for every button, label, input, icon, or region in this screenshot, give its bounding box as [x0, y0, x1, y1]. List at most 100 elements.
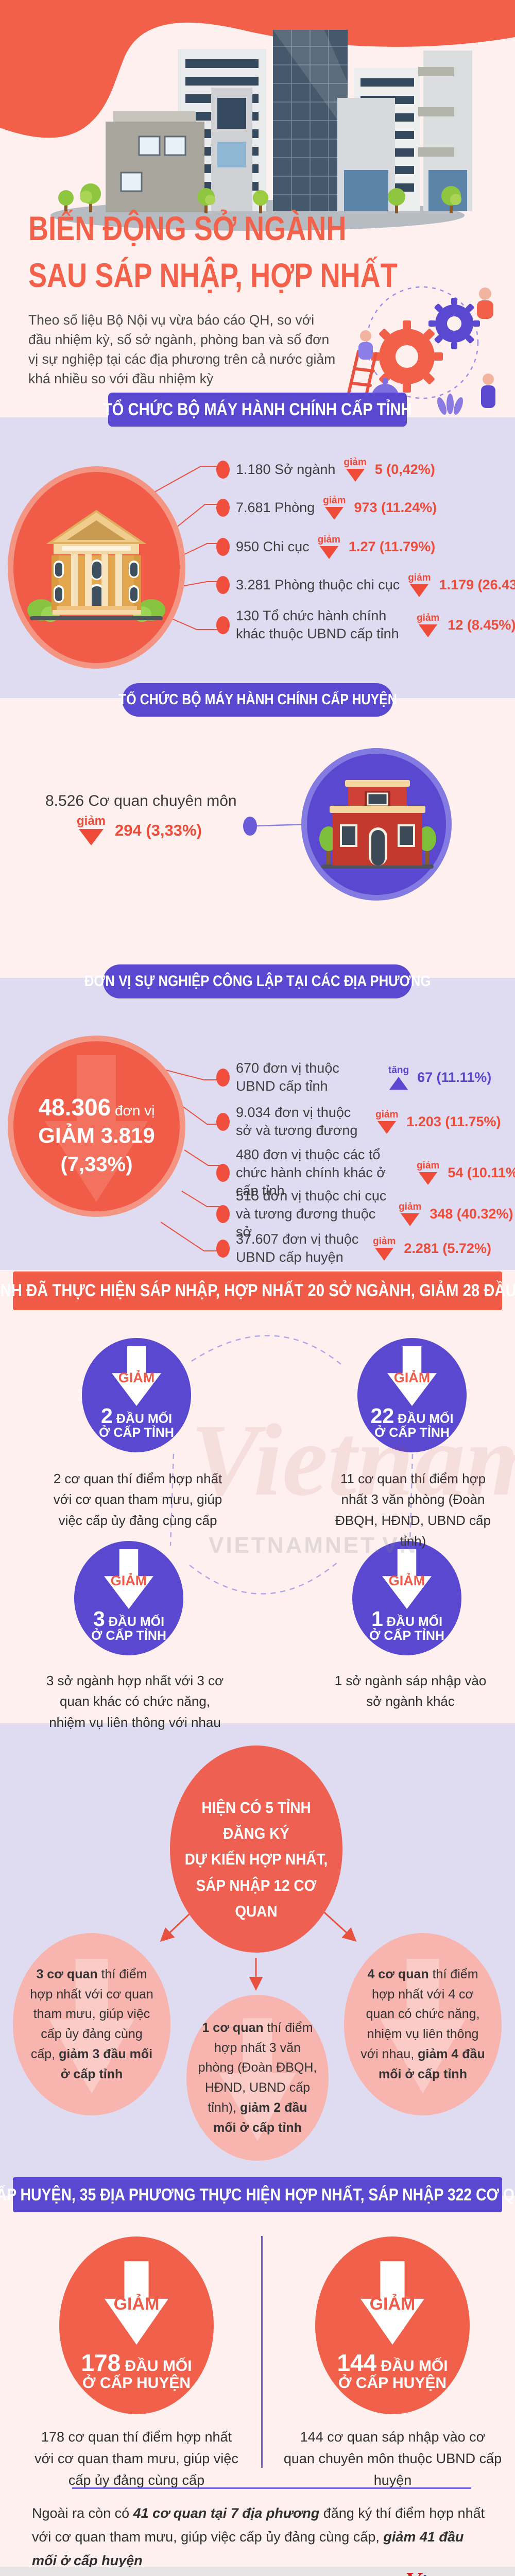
district-circle	[301, 748, 452, 901]
district-stat-change: giảm 294 (3,33%)	[75, 815, 202, 845]
bold-lead: 4 cơ quan	[367, 1967, 429, 1981]
decrease-word: giảm	[417, 1160, 440, 1172]
footer-bar: Đồ họa: Quốc Dũng Thực hiện bởi Vietnamn…	[0, 2567, 515, 2576]
banner-cap-tinh-label: TỔ CHỨC BỘ MÁY HÀNH CHÍNH CẤP TỈNH	[103, 399, 412, 419]
horizontal-divider	[72, 2487, 471, 2489]
units-circle-inner	[13, 1041, 180, 1211]
province-circle	[8, 466, 185, 669]
bold-lead: 3 cơ quan	[36, 1967, 98, 1981]
five-province-bubble: HIỆN CÓ 5 TỈNH ĐĂNG KÝ DỰ KIẾN HỢP NHẤT,…	[170, 1745, 342, 1953]
bullet-icon	[216, 461, 230, 479]
mid-text: thí điểm hợp nhất với 4 cơ quan có chức …	[360, 1967, 480, 2061]
district-circle-inner	[307, 754, 446, 895]
stat-row: 670 đơn vị thuộc UBND cấp tỉnh tăng 67 (…	[216, 1059, 491, 1095]
note-mid: đăng ký thí điểm hợp nhất với cơ quan th…	[32, 2505, 485, 2545]
circle-unit: ĐẦU MỐI	[121, 2358, 192, 2375]
bullet-icon	[216, 1112, 230, 1131]
giam-label: GIẢM	[393, 1370, 431, 1385]
circle-caption-line1: 3 ĐẦU MỐI	[74, 1607, 183, 1631]
circle-caption-line2: Ở CẤP TỈNH	[91, 1629, 166, 1643]
stat-label: 670 đơn vị thuộc UBND cấp tỉnh	[236, 1060, 339, 1094]
decrease-word: giảm	[317, 534, 340, 545]
units-total-unit: đơn vị	[111, 1103, 155, 1118]
decrease-indicator: giảm	[77, 815, 106, 845]
circle-unit: ĐẦU MỐI	[376, 2358, 448, 2375]
stat-row: 7.681 Phòng giảm 973 (11.24%)	[216, 496, 437, 520]
decrease-indicator: giảm	[318, 535, 340, 559]
stat-value: 348 (40.32%)	[430, 1206, 513, 1222]
note-prefix: Ngoài ra còn có	[32, 2505, 133, 2521]
stat-row: 515 đơn vị thuộc chi cục và tương đương …	[216, 1187, 513, 1241]
triangle-up-icon	[389, 1076, 408, 1090]
giam-label: GIẢM	[388, 1573, 425, 1588]
banner-o-cap-huyen-label: Ở CẤP HUYỆN, 35 ĐỊA PHƯƠNG THỰC HIỆN HỢP…	[0, 2185, 515, 2204]
banner-o-cap-huyen: Ở CẤP HUYỆN, 35 ĐỊA PHƯƠNG THỰC HIỆN HỢP…	[0, 2177, 515, 2212]
stat-label: 130 Tổ chức hành chính khác thuộc UBND c…	[236, 608, 399, 642]
person-figures	[358, 287, 495, 408]
logo-v-icon: V	[405, 2567, 421, 2576]
title-line-2: SAU SÁP NHẬP, HỢP NHẤT	[28, 256, 398, 295]
circle-caption-line1: 178 ĐẦU MỐI	[59, 2349, 214, 2377]
vietnamnet-logo-wordmark: Vietnamnet	[405, 2567, 500, 2576]
banner-14-tinh: 14 TỈNH ĐÃ THỰC HIỆN SÁP NHẬP, HỢP NHẤT …	[0, 1272, 515, 1310]
bullet-icon	[216, 1164, 230, 1182]
decrease-indicator: giảm	[408, 573, 431, 597]
circle-description: 178 cơ quan thí điểm hợp nhất với cơ qua…	[35, 2429, 238, 2488]
banner-don-vi: ĐƠN VỊ SỰ NGHIỆP CÔNG LẬP TẠI CÁC ĐỊA PH…	[84, 964, 431, 998]
increase-indicator: tăng	[388, 1065, 409, 1090]
banner-cap-huyen: TỔ CHỨC BỘ MÁY HÀNH CHÍNH CẤP HUYỆN	[118, 683, 397, 717]
logo-net: net	[475, 2572, 500, 2576]
bullet-icon	[216, 616, 230, 634]
circle-caption-line1: 144 ĐẦU MỐI	[315, 2349, 470, 2377]
footnote: Ngoài ra còn có 41 cơ quan tại 7 địa phư…	[32, 2502, 488, 2573]
circle-number: 3	[93, 1607, 105, 1631]
reduction-circle-3-dau-moi: GIẢM 3 ĐẦU MỐI Ở CẤP TỈNH	[74, 1541, 183, 1655]
circle-number: 178	[81, 2349, 121, 2376]
bold-lead: 1 cơ quan	[202, 2020, 264, 2035]
publisher-block: Thực hiện bởi Vietnamnet VIETNAMNET.VN	[318, 2567, 500, 2576]
decrease-indicator: giảm	[323, 496, 346, 520]
stat-label: 37.607 đơn vị thuộc UBND cấp huyện	[236, 1231, 359, 1265]
note-bold-1: 41 cơ quan tại 7 địa phương	[133, 2505, 320, 2521]
stat-value: 67 (11.11%)	[417, 1069, 492, 1085]
units-total-number: 48.306	[38, 1094, 111, 1121]
circle-caption-line2: Ở CẤP HUYỆN	[338, 2375, 447, 2392]
circle-caption-line2: Ở CẤP TỈNH	[369, 1629, 444, 1643]
decrease-word: giảm	[77, 814, 106, 828]
bubble-line-1: HIỆN CÓ 5 TỈNH ĐĂNG KÝ	[201, 1799, 311, 1843]
triangle-down-icon	[325, 507, 344, 520]
stat-value: 54 (10.11%)	[448, 1165, 515, 1181]
units-total: 48.306 đơn vị	[8, 1093, 185, 1121]
circle-caption-line2: Ở CẤP HUYỆN	[82, 2375, 191, 2392]
decrease-indicator: giảm	[417, 613, 439, 637]
decrease-indicator: giảm	[344, 457, 367, 482]
stat-row: 1.180 Sở ngành giảm 5 (0,42%)	[216, 457, 435, 482]
units-decrease: GIẢM 3.819	[38, 1123, 155, 1147]
decrease-word: giảm	[417, 612, 440, 623]
stat-value: 1.179 (26.43%)	[439, 577, 515, 592]
mid-text: thí điểm hợp nhất với cơ quan tham mưu, …	[30, 1967, 153, 2061]
giam-label: GIẢM	[369, 2294, 416, 2314]
circle-caption-line1: 2 ĐẦU MỐI	[82, 1404, 191, 1428]
stat-label: 9.034 đơn vị thuộc sở và tương đương	[236, 1105, 358, 1139]
circle-number: 2	[100, 1404, 113, 1428]
mid-text: thí điểm hợp nhất 3 văn phòng (Đoàn ĐBQH…	[198, 2020, 317, 2115]
bullet-icon	[216, 1239, 230, 1258]
circle-description: 3 sở ngành hợp nhất với 3 cơ quan khác c…	[46, 1673, 224, 1730]
vietnamnet-logo: Vietnamnet VIETNAMNET.VN	[405, 2567, 500, 2576]
stat-row: 130 Tổ chức hành chính khác thuộc UBND c…	[216, 607, 515, 643]
giam-label: GIẢM	[110, 1573, 147, 1588]
decrease-indicator: giảm	[417, 1161, 439, 1185]
reduction-circle-2-dau-moi: GIẢM 2 ĐẦU MỐI Ở CẤP TỈNH	[82, 1338, 191, 1452]
bold-tail: giảm 2 đầu mối ở cấp tỉnh	[213, 2100, 307, 2135]
stat-value: 1.27 (11.79%)	[348, 539, 436, 554]
decrease-indicator: giảm	[399, 1202, 421, 1227]
circle-caption-line2: Ở CẤP TỈNH	[374, 1426, 450, 1440]
banner-cap-huyen-label: TỔ CHỨC BỘ MÁY HÀNH CHÍNH CẤP HUYỆN	[118, 691, 397, 708]
stat-value: 12 (8.45%)	[448, 617, 515, 633]
increase-word: tăng	[388, 1064, 409, 1076]
page-title: BIẾN ĐỘNG SỞ NGÀNH SAU SÁP NHẬP, HỢP NHẤ…	[28, 205, 398, 299]
circle-unit: ĐẦU MỐI	[112, 1412, 173, 1426]
circle-caption-line1: 22 ĐẦU MỐI	[357, 1404, 467, 1428]
